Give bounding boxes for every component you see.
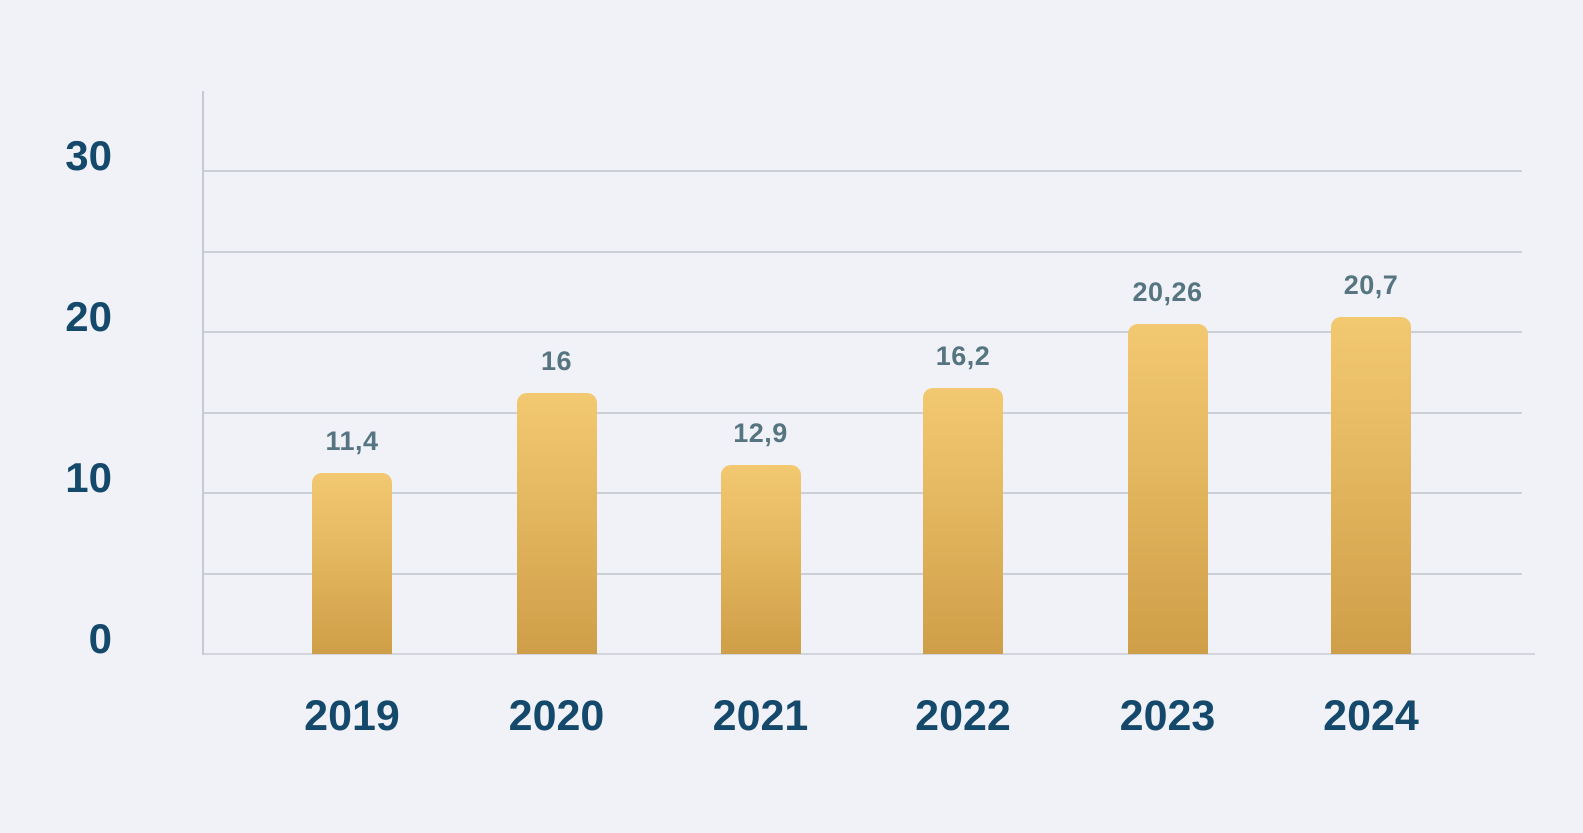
bar-value-label-2022: 16,2 [935, 341, 991, 371]
bar-value-label-2024: 20,7 [1343, 270, 1399, 300]
bar-value-label-2021: 12,9 [733, 418, 788, 448]
bar-2024 [1331, 317, 1411, 654]
gridline-5 [203, 572, 1522, 575]
gridline-10 [203, 492, 1522, 495]
x-axis-label-2022: 2022 [915, 692, 1011, 740]
bar-2021 [720, 465, 801, 654]
gridline-25 [203, 250, 1522, 253]
x-axis-line [203, 653, 1535, 655]
bar-2020 [516, 393, 597, 654]
x-axis-label-2021: 2021 [712, 692, 809, 740]
gridline-30 [203, 170, 1522, 173]
x-axis-label-2024: 2024 [1323, 692, 1419, 740]
x-axis-label-2020: 2020 [508, 692, 605, 740]
y-axis-tick-label-10: 10 [65, 454, 112, 502]
gridline-20 [203, 331, 1522, 334]
bar-value-label-2020: 16 [540, 346, 573, 376]
bar-2019 [312, 473, 392, 654]
y-axis-tick-label-20: 20 [65, 293, 112, 341]
bar-2023 [1127, 324, 1208, 654]
gridline-15 [203, 411, 1522, 414]
bar-value-label-2019: 11,4 [325, 426, 379, 456]
x-axis-label-2023: 2023 [1119, 692, 1216, 740]
bar-2022 [923, 388, 1003, 654]
y-axis-line [202, 91, 204, 655]
y-axis-tick-label-30: 30 [65, 132, 112, 180]
x-axis-label-2019: 2019 [304, 692, 400, 740]
bar-value-label-2023: 20,26 [1132, 277, 1203, 307]
y-axis-tick-label-0: 0 [88, 615, 112, 662]
